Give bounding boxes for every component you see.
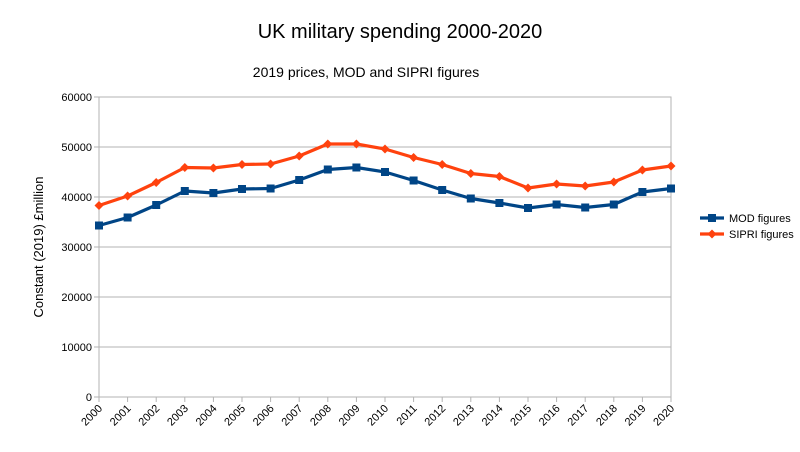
data-point: [523, 183, 533, 193]
x-tick-label: 2020: [651, 403, 677, 429]
data-point: [609, 200, 618, 209]
data-point: [180, 187, 189, 195]
x-tick-label: 2010: [365, 403, 391, 429]
data-point: [151, 178, 161, 187]
data-point: [266, 184, 275, 193]
x-tick-label: 2006: [251, 403, 277, 429]
y-tick-label: 50000: [61, 142, 92, 154]
data-point: [466, 169, 476, 178]
data-point: [294, 151, 304, 161]
x-tick-label: 2019: [623, 403, 649, 429]
data-point: [495, 199, 504, 207]
legend-marker: [708, 214, 716, 222]
data-point: [123, 191, 133, 201]
data-point: [180, 163, 190, 172]
x-tick-label: 2009: [337, 403, 363, 429]
y-tick-label: 0: [86, 392, 92, 404]
data-point: [381, 168, 389, 176]
data-point: [352, 163, 361, 172]
data-point: [209, 189, 218, 197]
data-point: [208, 163, 218, 173]
x-tick-label: 2015: [508, 403, 534, 429]
data-point: [409, 153, 419, 162]
x-tick-label: 2017: [566, 403, 592, 429]
data-point: [609, 177, 619, 187]
data-point: [152, 201, 161, 209]
data-point: [323, 165, 332, 174]
data-point: [323, 139, 333, 149]
data-point: [581, 203, 590, 212]
data-point: [266, 159, 276, 169]
x-tick-label: 2012: [423, 403, 449, 429]
y-tick-label: 30000: [61, 242, 92, 254]
x-tick-label: 2014: [480, 403, 506, 429]
y-tick-label: 60000: [61, 92, 92, 104]
x-tick-label: 2005: [222, 403, 248, 429]
data-point: [95, 221, 103, 230]
data-point: [123, 213, 132, 222]
data-point: [94, 201, 104, 210]
data-point: [667, 184, 675, 193]
x-tick-label: 2003: [165, 403, 191, 429]
data-point: [552, 200, 561, 209]
x-tick-label: 2018: [594, 403, 620, 429]
legend-label: MOD figures: [729, 213, 791, 225]
legend-label: SIPRI figures: [729, 229, 794, 241]
y-tick-label: 10000: [61, 342, 92, 354]
y-tick-label: 20000: [61, 292, 92, 304]
data-point: [580, 181, 590, 191]
data-point: [666, 161, 676, 171]
legend: MOD figures SIPRI figures: [700, 213, 794, 241]
x-tick-label: 2016: [537, 403, 563, 429]
x-tick-label: 2007: [280, 403, 306, 429]
x-tick-label: 2001: [108, 403, 134, 429]
data-point: [409, 176, 418, 185]
chart-subtitle: 2019 prices, MOD and SIPRI figures: [253, 64, 479, 80]
legend-marker: [707, 229, 717, 239]
data-point: [237, 160, 247, 169]
x-tick-label: 2000: [79, 403, 105, 429]
x-tick-label: 2002: [137, 403, 163, 429]
data-point: [524, 204, 532, 212]
data-point: [466, 194, 475, 203]
y-axis-label: Constant (2019) £million: [31, 177, 46, 318]
x-tick-label: 2011: [395, 403, 420, 428]
x-tick-label: 2008: [308, 403, 334, 429]
data-point: [238, 185, 246, 193]
data-point: [437, 160, 447, 169]
data-point: [380, 144, 390, 154]
data-point: [295, 176, 304, 184]
data-point: [438, 186, 447, 194]
x-tick-label: 2013: [451, 403, 477, 429]
data-point: [637, 165, 647, 175]
data-point: [638, 188, 647, 196]
chart-title: UK military spending 2000-2020: [258, 21, 543, 43]
y-tick-label: 40000: [61, 192, 92, 204]
x-tick-label: 2004: [194, 403, 220, 429]
data-point: [351, 139, 361, 149]
data-point: [494, 172, 504, 181]
data-point: [552, 179, 562, 189]
